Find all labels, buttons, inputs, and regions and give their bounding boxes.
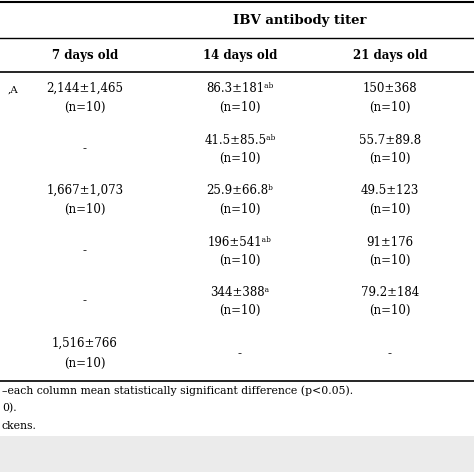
Text: 55.7±89.8: 55.7±89.8 — [359, 134, 421, 146]
Text: 344±388ᵃ: 344±388ᵃ — [210, 285, 270, 299]
Text: 79.2±184: 79.2±184 — [361, 285, 419, 299]
Bar — [0, 436, 474, 472]
Text: (n=10): (n=10) — [219, 303, 261, 317]
Text: -: - — [388, 347, 392, 360]
Text: 2,144±1,465: 2,144±1,465 — [46, 82, 124, 95]
Text: 25.9±66.8ᵇ: 25.9±66.8ᵇ — [207, 184, 273, 197]
Text: 86.3±181ᵃᵇ: 86.3±181ᵃᵇ — [206, 82, 273, 95]
Text: -: - — [83, 245, 87, 257]
Text: 1,667±1,073: 1,667±1,073 — [46, 184, 124, 197]
Text: (n=10): (n=10) — [369, 254, 411, 266]
Text: 14 days old: 14 days old — [203, 48, 277, 62]
Text: (n=10): (n=10) — [64, 101, 106, 114]
Text: 0).: 0). — [2, 403, 17, 413]
Text: (n=10): (n=10) — [219, 101, 261, 114]
Text: (n=10): (n=10) — [219, 152, 261, 164]
Text: (n=10): (n=10) — [369, 101, 411, 114]
Text: (n=10): (n=10) — [64, 357, 106, 370]
Text: 196±541ᵃᵇ: 196±541ᵃᵇ — [208, 236, 272, 248]
Text: 7 days old: 7 days old — [52, 48, 118, 62]
Text: 1,516±766: 1,516±766 — [52, 337, 118, 350]
Text: (n=10): (n=10) — [219, 203, 261, 216]
Text: ,A: ,A — [8, 86, 19, 95]
Text: 41.5±85.5ᵃᵇ: 41.5±85.5ᵃᵇ — [204, 134, 276, 146]
Text: (n=10): (n=10) — [64, 203, 106, 216]
Text: 49.5±123: 49.5±123 — [361, 184, 419, 197]
Text: (n=10): (n=10) — [369, 303, 411, 317]
Text: (n=10): (n=10) — [369, 203, 411, 216]
Text: -: - — [83, 143, 87, 155]
Text: (n=10): (n=10) — [219, 254, 261, 266]
Text: (n=10): (n=10) — [369, 152, 411, 164]
Text: -: - — [238, 347, 242, 360]
Text: ckens.: ckens. — [2, 421, 37, 431]
Text: –each column mean statistically significant difference (p<0.05).: –each column mean statistically signific… — [2, 385, 353, 396]
Text: 150±368: 150±368 — [363, 82, 417, 95]
Text: 21 days old: 21 days old — [353, 48, 427, 62]
Text: 91±176: 91±176 — [366, 236, 413, 248]
Text: IBV antibody titer: IBV antibody titer — [233, 13, 367, 27]
Text: -: - — [83, 294, 87, 308]
